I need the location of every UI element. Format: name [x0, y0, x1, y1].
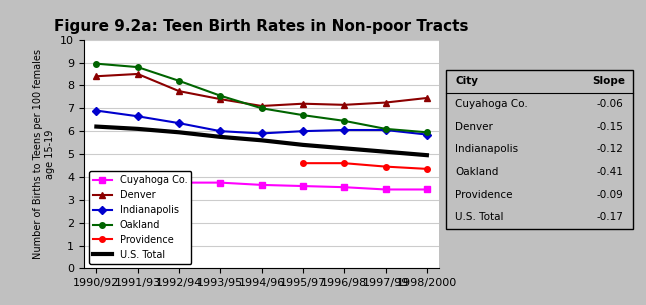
Text: U.S. Total: U.S. Total — [455, 212, 504, 222]
Denver — [340, 103, 348, 107]
Providence — [382, 165, 390, 168]
Text: Providence: Providence — [455, 190, 513, 200]
Text: Cuyahoga Co.: Cuyahoga Co. — [455, 99, 528, 109]
Providence — [299, 161, 307, 165]
Indianapolis — [92, 109, 100, 112]
Text: -0.17: -0.17 — [597, 212, 624, 222]
Text: Denver: Denver — [455, 122, 493, 132]
Text: -0.09: -0.09 — [597, 190, 624, 200]
Denver — [134, 72, 141, 76]
Denver — [299, 102, 307, 106]
Oakland — [134, 65, 141, 69]
Oakland — [92, 62, 100, 66]
Text: Slope: Slope — [592, 77, 625, 87]
Providence — [340, 161, 348, 165]
Cuyahoga Co. — [216, 181, 224, 185]
Cuyahoga Co. — [258, 183, 266, 187]
U.S. Total — [340, 146, 348, 150]
Title: Figure 9.2a: Teen Birth Rates in Non-poor Tracts: Figure 9.2a: Teen Birth Rates in Non-poo… — [54, 19, 469, 34]
Denver — [92, 74, 100, 78]
Line: Providence: Providence — [300, 160, 430, 172]
Denver — [258, 104, 266, 108]
Cuyahoga Co. — [340, 185, 348, 189]
Oakland — [258, 106, 266, 110]
Oakland — [340, 119, 348, 123]
Denver — [423, 96, 431, 100]
Oakland — [216, 94, 224, 98]
Text: -0.06: -0.06 — [597, 99, 624, 109]
Legend: Cuyahoga Co., Denver, Indianapolis, Oakland, Providence, U.S. Total: Cuyahoga Co., Denver, Indianapolis, Oakl… — [89, 171, 191, 264]
Indianapolis — [382, 128, 390, 132]
Text: City: City — [455, 77, 478, 87]
Text: Oakland: Oakland — [455, 167, 499, 177]
Indianapolis — [134, 114, 141, 118]
Indianapolis — [423, 133, 431, 136]
U.S. Total — [299, 143, 307, 147]
U.S. Total — [134, 127, 141, 131]
Cuyahoga Co. — [299, 184, 307, 188]
Line: Oakland: Oakland — [94, 61, 430, 135]
Cuyahoga Co. — [382, 188, 390, 191]
U.S. Total — [382, 150, 390, 153]
Text: -0.41: -0.41 — [597, 167, 624, 177]
Text: -0.15: -0.15 — [597, 122, 624, 132]
Oakland — [299, 113, 307, 117]
U.S. Total — [92, 125, 100, 128]
Line: Denver: Denver — [94, 71, 430, 109]
Cuyahoga Co. — [134, 178, 141, 182]
U.S. Total — [258, 138, 266, 142]
Oakland — [423, 131, 431, 134]
Denver — [382, 101, 390, 104]
U.S. Total — [175, 131, 183, 134]
U.S. Total — [423, 153, 431, 157]
Line: Indianapolis: Indianapolis — [94, 108, 430, 137]
Denver — [216, 97, 224, 101]
Denver — [175, 89, 183, 93]
U.S. Total — [216, 135, 224, 139]
Line: U.S. Total: U.S. Total — [96, 127, 427, 155]
Text: Indianapolis: Indianapolis — [455, 145, 518, 154]
Cuyahoga Co. — [92, 175, 100, 179]
Text: -0.12: -0.12 — [597, 145, 624, 154]
Indianapolis — [258, 131, 266, 135]
Indianapolis — [216, 129, 224, 133]
Providence — [423, 167, 431, 171]
Cuyahoga Co. — [423, 188, 431, 191]
Line: Cuyahoga Co.: Cuyahoga Co. — [94, 174, 430, 192]
Y-axis label: Number of Births to Teens per 100 females
age 15-19: Number of Births to Teens per 100 female… — [33, 49, 55, 259]
Oakland — [175, 79, 183, 83]
Indianapolis — [340, 128, 348, 132]
Oakland — [382, 127, 390, 131]
Indianapolis — [299, 129, 307, 133]
Indianapolis — [175, 121, 183, 125]
Cuyahoga Co. — [175, 181, 183, 185]
